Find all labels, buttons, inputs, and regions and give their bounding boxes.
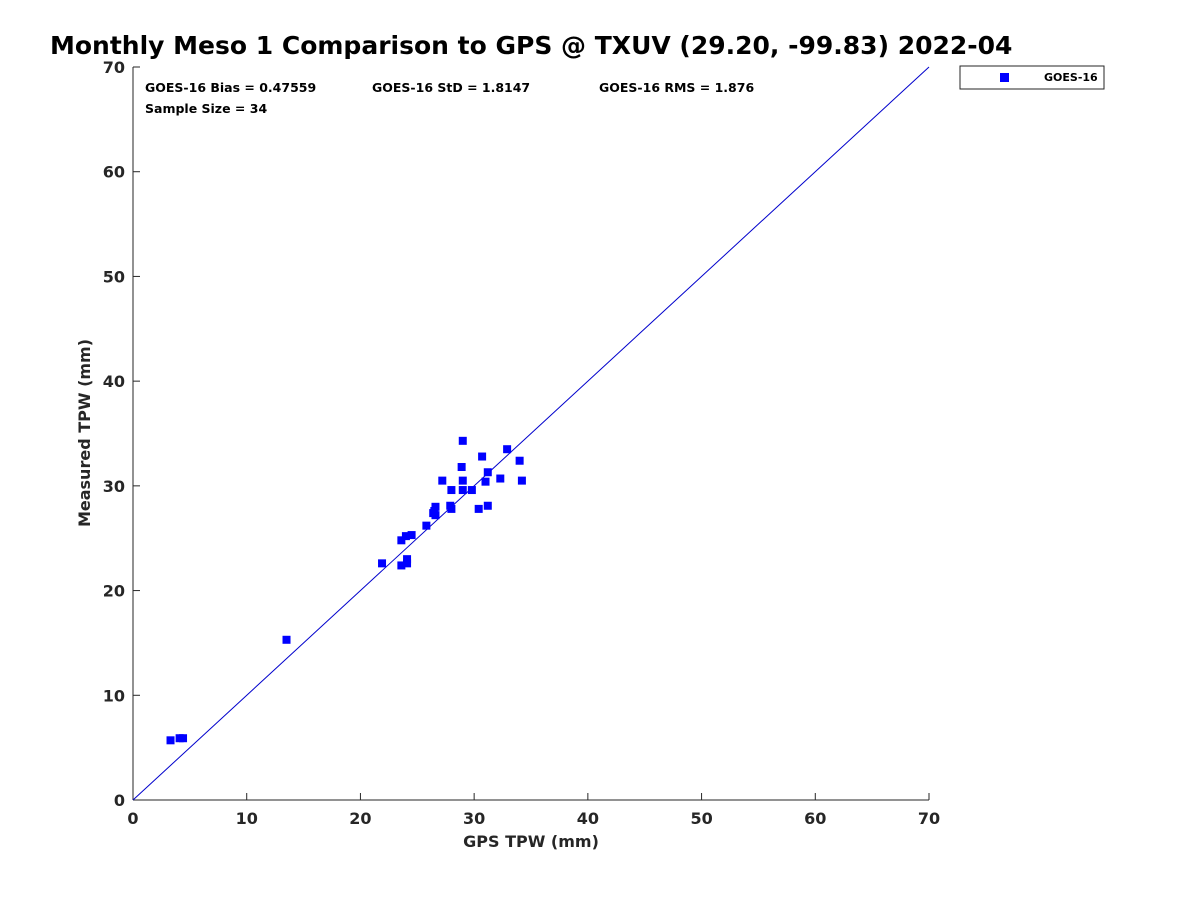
data-point xyxy=(403,559,412,568)
data-point xyxy=(467,486,476,495)
data-point xyxy=(515,456,524,465)
data-point xyxy=(478,452,487,461)
data-point xyxy=(282,635,291,644)
data-point xyxy=(407,531,416,540)
x-tick-label: 50 xyxy=(690,809,712,828)
series-goes-16-points xyxy=(166,436,526,745)
data-point xyxy=(458,476,467,485)
legend-marker-square xyxy=(1000,73,1009,82)
data-point xyxy=(447,504,456,513)
data-point xyxy=(422,521,431,530)
bias-stat: GOES-16 Bias = 0.47559 xyxy=(145,80,316,95)
y-axis-label: Measured TPW (mm) xyxy=(75,339,94,527)
y-tick-label: 50 xyxy=(103,267,125,286)
rms-stat: GOES-16 RMS = 1.876 xyxy=(599,80,754,95)
y-tick-label: 30 xyxy=(103,477,125,496)
data-point xyxy=(481,477,490,486)
sample-size-stat: Sample Size = 34 xyxy=(145,101,267,116)
y-tick-label: 20 xyxy=(103,582,125,601)
data-point xyxy=(431,502,440,511)
x-axis-ticks: 0 10 20 30 40 50 60 70 xyxy=(127,793,940,828)
data-point xyxy=(457,463,466,472)
x-tick-label: 40 xyxy=(577,809,599,828)
x-axis-label: GPS TPW (mm) xyxy=(463,832,599,851)
one-to-one-reference-line xyxy=(132,66,930,801)
chart-title: Monthly Meso 1 Comparison to GPS @ TXUV … xyxy=(50,31,1012,60)
data-point xyxy=(378,559,387,568)
data-point xyxy=(438,476,447,485)
data-point xyxy=(431,511,440,520)
legend-label-goes-16: GOES-16 xyxy=(1044,71,1098,84)
data-point xyxy=(474,504,483,513)
y-tick-label: 70 xyxy=(103,58,125,77)
x-tick-label: 70 xyxy=(918,809,940,828)
plot-area xyxy=(132,67,929,801)
data-point xyxy=(483,468,492,477)
data-point xyxy=(458,486,467,495)
data-point xyxy=(397,561,406,570)
x-tick-label: 20 xyxy=(349,809,371,828)
y-tick-label: 60 xyxy=(103,163,125,182)
data-point xyxy=(447,486,456,495)
data-point xyxy=(483,501,492,510)
y-tick-label: 10 xyxy=(103,686,125,705)
x-tick-label: 0 xyxy=(127,809,138,828)
legend-box xyxy=(959,65,1105,90)
data-point xyxy=(179,734,188,743)
legend: GOES-16 xyxy=(959,65,1105,90)
data-point xyxy=(397,536,406,545)
data-point xyxy=(401,532,410,541)
y-tick-label: 0 xyxy=(114,791,125,810)
y-axis-ticks: 0 10 20 30 40 50 60 70 xyxy=(103,58,140,810)
data-point xyxy=(403,555,412,564)
x-tick-label: 10 xyxy=(236,809,258,828)
data-point xyxy=(503,445,512,454)
y-tick-label: 40 xyxy=(103,372,125,391)
x-tick-label: 30 xyxy=(463,809,485,828)
data-point xyxy=(458,436,467,445)
data-point xyxy=(166,736,175,745)
data-point xyxy=(496,474,505,483)
data-point xyxy=(430,506,439,515)
data-point xyxy=(517,476,526,485)
std-stat: GOES-16 StD = 1.8147 xyxy=(372,80,530,95)
x-tick-label: 60 xyxy=(804,809,826,828)
